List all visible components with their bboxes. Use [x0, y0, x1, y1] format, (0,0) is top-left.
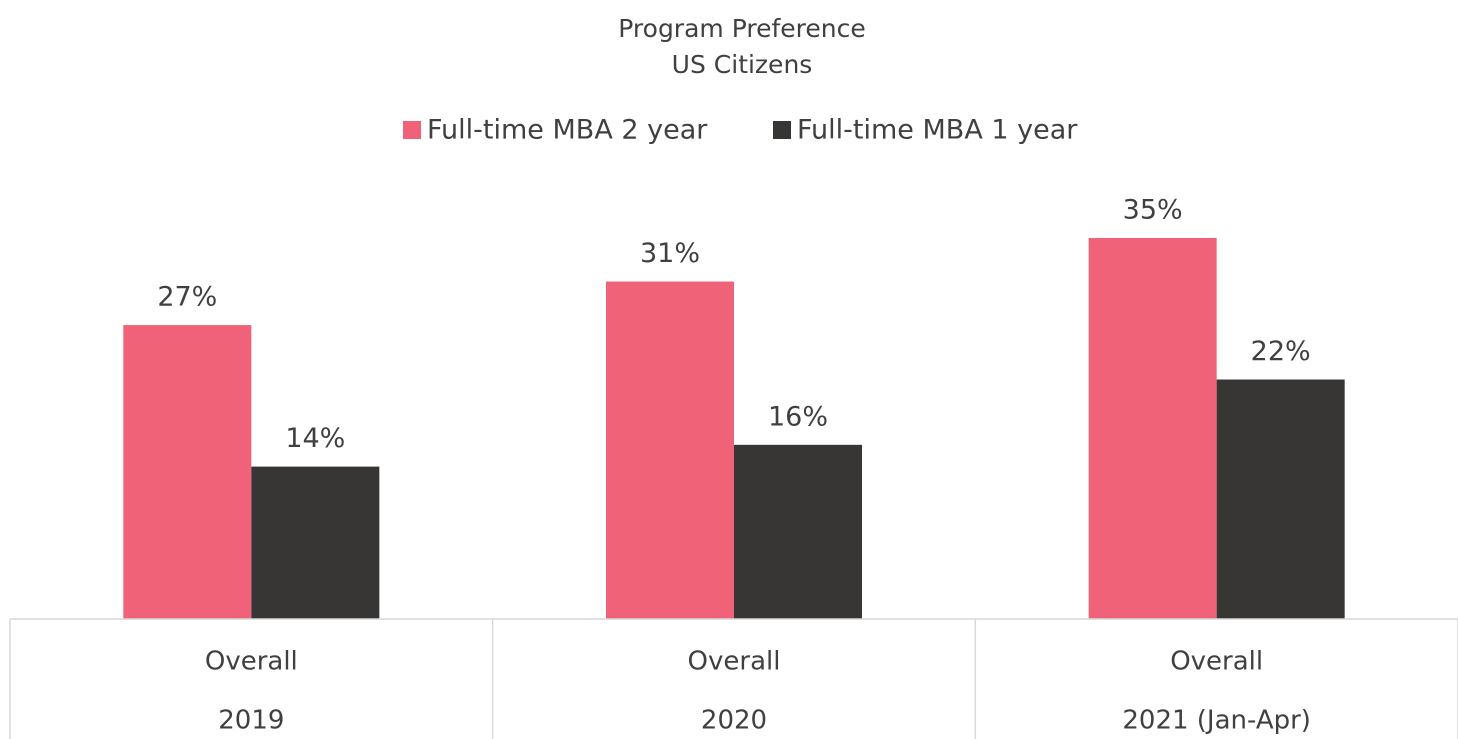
data-label: 31% — [640, 238, 700, 269]
data-label: 14% — [285, 423, 345, 454]
bar — [123, 325, 252, 619]
legend-swatch — [773, 121, 791, 139]
x-group-label: Overall — [688, 647, 781, 677]
legend-swatch — [403, 121, 421, 139]
bar — [1088, 238, 1217, 619]
x-tick-label: 2020 — [701, 706, 767, 736]
bar — [734, 444, 862, 619]
plot-area: 27% 14% 31% 16% 35% 22% — [123, 195, 1345, 619]
bar — [1216, 379, 1345, 619]
legend: Full-time MBA 2 year Full-time MBA 1 year — [403, 115, 1078, 146]
data-label: 35% — [1123, 195, 1183, 226]
chart-title: Program Preference — [618, 14, 865, 43]
x-tick-label: 2019 — [218, 706, 284, 736]
data-label: 27% — [157, 282, 217, 313]
x-tick-label: 2021 (Jan-Apr) — [1122, 706, 1311, 736]
legend-label: Full-time MBA 2 year — [427, 115, 708, 146]
data-label: 22% — [1251, 336, 1311, 367]
x-group-label: Overall — [1170, 647, 1263, 677]
legend-label: Full-time MBA 1 year — [797, 115, 1078, 146]
chart-subtitle: US Citizens — [672, 50, 813, 79]
x-group-label: Overall — [205, 647, 298, 677]
data-label: 16% — [768, 401, 828, 432]
bar — [251, 466, 380, 619]
bar — [606, 281, 734, 619]
